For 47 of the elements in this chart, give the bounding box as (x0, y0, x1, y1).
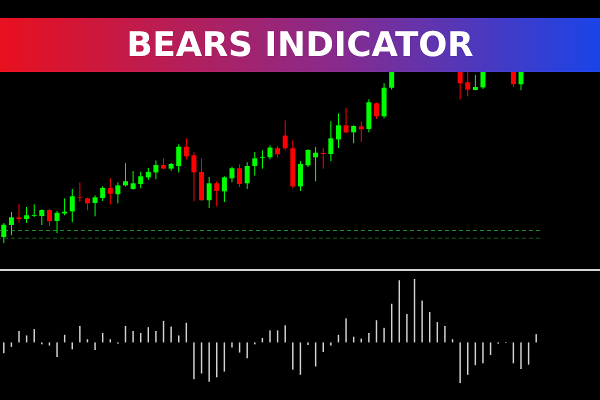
candlestick (229, 166, 234, 183)
candlestick (344, 108, 349, 134)
candlestick (389, 72, 394, 90)
candlestick (336, 112, 341, 148)
candlestick (313, 146, 318, 182)
candlestick (184, 138, 189, 160)
candlestick (92, 194, 98, 217)
candlestick (161, 158, 166, 170)
candlestick (130, 170, 136, 190)
candlestick (100, 186, 106, 202)
candlestick (518, 72, 524, 91)
candlestick (146, 167, 151, 180)
candlestick (480, 72, 486, 90)
candlestick (70, 188, 75, 223)
chart-title: BEARS INDICATOR (0, 18, 600, 72)
candlestick (268, 144, 272, 160)
candlestick (176, 144, 182, 173)
candlestick (465, 72, 470, 97)
candlestick (472, 74, 478, 91)
candlestick (374, 102, 379, 120)
candlestick (214, 180, 220, 207)
candlestick (458, 72, 463, 100)
candlestick (62, 198, 68, 216)
candlestick (282, 120, 288, 151)
candlestick (328, 120, 334, 162)
candlestick (306, 148, 311, 168)
candlestick (108, 178, 113, 205)
candlestick (122, 162, 128, 187)
candlestick (510, 72, 516, 88)
candlestick (153, 160, 158, 180)
candlestick (39, 208, 44, 226)
candlestick (320, 147, 326, 170)
candlestick (191, 152, 196, 202)
candlestick (84, 197, 90, 211)
candlestick (222, 176, 227, 202)
candlestick (244, 162, 250, 190)
candlestick (252, 152, 258, 176)
candlestick (351, 124, 356, 144)
candlestick (115, 182, 120, 204)
candlestick (24, 206, 30, 224)
candlestick (46, 208, 52, 227)
candlestick (298, 160, 303, 192)
candlestick (138, 171, 144, 189)
candlestick (358, 120, 364, 142)
candlestick (237, 164, 242, 188)
candlestick (206, 176, 212, 208)
candlestick (275, 146, 280, 158)
